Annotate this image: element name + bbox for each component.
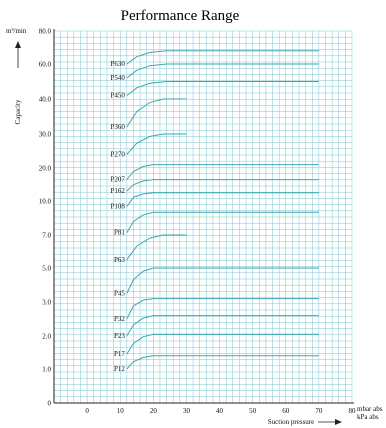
y-axis-arrowhead — [15, 41, 21, 48]
y-tick-label: 0 — [48, 400, 52, 408]
x-tick-label: 50 — [249, 407, 257, 415]
x-tick-label: 70 — [315, 407, 323, 415]
curve-p23 — [126, 315, 319, 337]
chart-title: Performance Range — [121, 8, 240, 24]
curve-p108 — [126, 192, 319, 207]
x-tick-label: 0 — [85, 407, 89, 415]
y-unit-label: m³/min — [6, 27, 27, 35]
series-label-p63: P63 — [114, 256, 125, 264]
curve-p32 — [126, 298, 319, 320]
x-tick-label: 30 — [183, 407, 191, 415]
series-label-p17: P17 — [114, 350, 125, 358]
curve-p360 — [126, 98, 187, 128]
x-tick-label: 60 — [282, 407, 290, 415]
x-tick-label: 40 — [216, 407, 224, 415]
y-tick-label: 1.0 — [42, 366, 51, 374]
series-label-p540: P540 — [110, 74, 125, 82]
y-tick-label: 60.0 — [39, 61, 52, 69]
curve-p81 — [126, 211, 319, 233]
series-label-p32: P32 — [114, 315, 125, 323]
curve-p162 — [126, 179, 319, 192]
series-label-p12: P12 — [114, 365, 125, 373]
curves — [126, 50, 319, 370]
series-label-p270: P270 — [110, 150, 125, 158]
y-tick-label: 3.0 — [42, 299, 51, 307]
curve-p540 — [126, 63, 319, 79]
y-tick-label: 10.0 — [39, 198, 52, 206]
x-tick-label: 80 — [349, 407, 357, 415]
tick-labels: 0 10 20 30 40 50 60 70 80 0 1.0 2.0 3.0 5.0 7.0 10.0 20.… — [39, 28, 356, 416]
series-label-p23: P23 — [114, 332, 125, 340]
grid — [53, 30, 353, 404]
series-label-p360: P360 — [110, 123, 125, 131]
y-axis-label: Capacity — [14, 99, 22, 124]
x-unit-kpa: kPa abs — [357, 413, 379, 421]
y-tick-label: 40.0 — [39, 96, 52, 104]
curve-p12 — [126, 355, 319, 370]
series-label-p81: P81 — [114, 229, 125, 237]
series-label-p630: P630 — [110, 60, 125, 68]
series-label-p207: P207 — [110, 176, 125, 184]
y-tick-label: 30.0 — [39, 131, 52, 139]
curve-p630 — [126, 50, 319, 65]
series-label-p45: P45 — [114, 290, 125, 298]
series-label-p450: P450 — [110, 92, 125, 100]
y-tick-label: 7.0 — [42, 232, 51, 240]
x-axis-label: Suction pressure — [268, 418, 314, 426]
curve-p207 — [126, 164, 319, 180]
series-label-p108: P108 — [110, 203, 125, 211]
y-tick-label: 20.0 — [39, 165, 52, 173]
curve-p45 — [126, 267, 319, 294]
x-axis-arrowhead — [335, 419, 342, 425]
y-tick-label: 5.0 — [42, 265, 51, 273]
y-tick-label: 80.0 — [39, 28, 52, 36]
x-tick-label: 20 — [150, 407, 158, 415]
x-tick-label: 10 — [117, 407, 125, 415]
axes — [15, 29, 354, 425]
curve-p17 — [126, 333, 319, 355]
x-unit-mbar: mbar abs — [357, 405, 383, 413]
series-label-p162: P162 — [110, 187, 125, 195]
curve-p450 — [126, 81, 319, 96]
curve-p270 — [126, 133, 187, 155]
curve-p63 — [126, 234, 187, 261]
series-labels: P12 P17 P23 P32 P45 P63 P81 P108 P162 P207 P270 P36… — [110, 60, 125, 373]
y-tick-label: 2.0 — [42, 333, 51, 341]
